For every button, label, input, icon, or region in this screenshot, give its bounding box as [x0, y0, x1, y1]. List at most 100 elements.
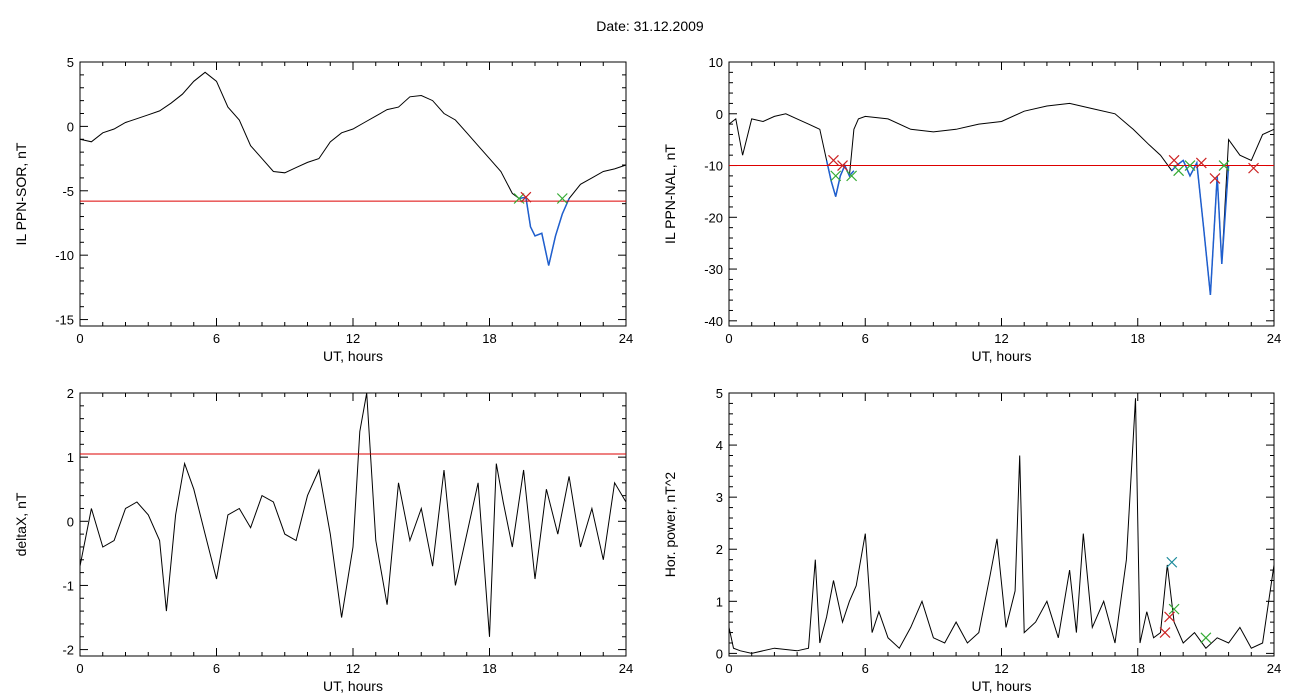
x-tick-label: 18: [1131, 661, 1145, 676]
event-marker-end: [828, 154, 839, 166]
event-marker-start: [830, 170, 842, 182]
marker-stroke: [1168, 603, 1180, 615]
event-marker-start: [556, 193, 568, 204]
event-marker-start: [1168, 603, 1180, 615]
marker-stroke: [520, 191, 532, 203]
marker-stroke: [1248, 162, 1259, 174]
y-tick-label: 5: [716, 386, 723, 401]
y-tick-label: -5: [62, 184, 74, 199]
marker-stroke: [1173, 165, 1185, 177]
y-tick-label: 0: [67, 119, 74, 134]
y-tick-label: -10: [704, 159, 723, 174]
y-tick-label: 5: [67, 55, 74, 70]
x-tick-label: 24: [1267, 661, 1281, 676]
x-axis-label: UT, hours: [972, 348, 1032, 364]
x-tick-label: 12: [346, 331, 360, 346]
x-tick-label: 6: [213, 331, 220, 346]
y-tick-label: 4: [716, 438, 723, 453]
x-tick-label: 6: [213, 661, 220, 676]
x-axis-label: UT, hours: [323, 348, 383, 364]
x-tick-label: 0: [76, 331, 83, 346]
marker-stroke: [830, 170, 842, 182]
event-marker-start: [513, 193, 525, 204]
x-tick-label: 6: [862, 661, 869, 676]
x-tick-label: 24: [619, 331, 633, 346]
plot-frame: [79, 61, 627, 327]
event-marker-start: [1184, 160, 1196, 171]
y-tick-label: 2: [67, 386, 74, 401]
chart-panel-deltax: 0 6 12 18 24 2 1 0 -1 -2 UT, hours deltaX, nT: [13, 386, 633, 694]
marker-stroke: [846, 170, 858, 182]
chart-panel-power: 0 6 12 18 24 5 4 3 2 1 0 UT, hours Hor. power, nT^2: [662, 386, 1281, 694]
event-marker-start: [846, 170, 858, 182]
x-tick-label: 18: [482, 331, 496, 346]
plot-frame: [728, 61, 1275, 327]
event-marker-end: [1195, 157, 1207, 169]
event-marker-end: [1164, 611, 1175, 623]
x-tick-label: 0: [76, 661, 83, 676]
marker-stroke: [1166, 556, 1178, 568]
x-tick-label: 6: [862, 331, 869, 346]
series-line-deltax: [79, 392, 627, 637]
event-marker-end: [1248, 162, 1259, 174]
x-tick-label: 24: [619, 661, 633, 676]
y-axis-label: IL PPN-NAL, nT: [662, 144, 678, 244]
x-axis-label: UT, hours: [972, 678, 1032, 694]
event-segment-line: [1171, 159, 1230, 295]
x-tick-label: 18: [482, 661, 496, 676]
y-tick-label: 1: [716, 594, 723, 609]
y-tick-label: 0: [67, 514, 74, 529]
x-axis-label: UT, hours: [323, 678, 383, 694]
event-marker-end: [1209, 173, 1221, 184]
event-marker-start: [1218, 160, 1230, 171]
marker-stroke: [1164, 611, 1175, 623]
marker-stroke: [1168, 154, 1180, 166]
marker-stroke: [1184, 160, 1196, 171]
x-tick-label: 0: [725, 661, 732, 676]
marker-stroke: [1195, 157, 1207, 169]
y-tick-label: -40: [704, 314, 723, 329]
plot-frame: [79, 392, 627, 657]
y-axis-label: Hor. power, nT^2: [662, 472, 678, 578]
y-tick-label: 0: [716, 107, 723, 122]
y-tick-label: -30: [704, 262, 723, 277]
marker-stroke: [556, 193, 568, 204]
event-marker-end: [520, 191, 532, 203]
series-line-sor: [79, 71, 627, 266]
y-tick-label: -20: [704, 210, 723, 225]
event-segment-line: [518, 196, 570, 266]
marker-stroke: [1218, 160, 1230, 171]
x-tick-label: 0: [725, 331, 732, 346]
series-line-nal: [728, 102, 1275, 295]
marker-stroke: [513, 193, 525, 204]
chart-panel-nal: 0 6 12 18 24 10 0 -10 -20 -30 -40 UT, hours IL PPN-N…: [662, 55, 1281, 364]
event-marker-end: [837, 160, 848, 171]
marker-stroke: [1159, 627, 1171, 638]
series-line-power: [728, 398, 1275, 654]
y-tick-label: 2: [716, 542, 723, 557]
event-marker-start: [1200, 632, 1212, 644]
event-marker-start: [1173, 165, 1185, 177]
y-tick-label: 0: [716, 646, 723, 661]
y-axis-label: IL PPN-SOR, nT: [13, 142, 29, 245]
marker-stroke: [1209, 173, 1221, 184]
y-tick-label: 1: [67, 450, 74, 465]
x-tick-label: 12: [994, 331, 1008, 346]
figure-title: Date: 31.12.2009: [596, 18, 704, 34]
event-marker-end: [1168, 154, 1180, 166]
event-marker-end: [1159, 627, 1171, 638]
event-marker-cyan: [1166, 556, 1178, 568]
marker-stroke: [837, 160, 848, 171]
y-tick-label: 10: [709, 55, 723, 70]
y-tick-label: -10: [55, 248, 74, 263]
x-tick-label: 12: [994, 661, 1008, 676]
marker-stroke: [828, 154, 839, 166]
x-tick-label: 12: [346, 661, 360, 676]
y-tick-label: -15: [55, 313, 74, 328]
x-tick-label: 18: [1131, 331, 1145, 346]
y-axis-label: deltaX, nT: [13, 492, 29, 556]
y-tick-label: 3: [716, 490, 723, 505]
marker-stroke: [1200, 632, 1212, 644]
chart-panel-sor: 0 6 12 18 24 5 0 -5 -10 -15 UT, hours IL PPN-SOR, n…: [13, 55, 633, 364]
